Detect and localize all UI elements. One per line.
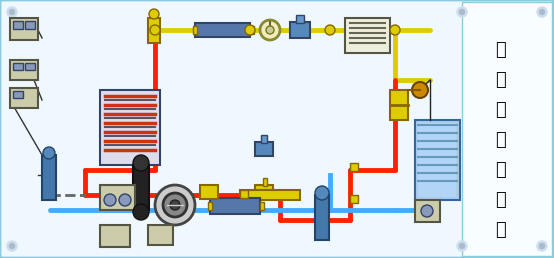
Bar <box>13 91 23 98</box>
Bar <box>208 202 212 210</box>
Bar <box>350 163 358 171</box>
Bar <box>390 90 408 120</box>
Text: 示: 示 <box>495 161 505 179</box>
Circle shape <box>7 241 17 251</box>
Bar <box>255 185 273 199</box>
Circle shape <box>325 25 335 35</box>
Circle shape <box>459 10 464 14</box>
Circle shape <box>163 193 187 217</box>
Bar <box>10 60 38 80</box>
Bar <box>195 23 250 37</box>
Circle shape <box>133 204 149 220</box>
Bar <box>418 123 456 197</box>
Bar <box>200 185 218 199</box>
Bar <box>415 200 440 222</box>
Circle shape <box>537 241 547 251</box>
Circle shape <box>412 82 428 98</box>
Text: 统: 统 <box>495 131 505 149</box>
Bar <box>345 18 390 53</box>
Bar <box>240 190 248 198</box>
Bar <box>10 18 38 40</box>
Circle shape <box>9 244 14 248</box>
Bar <box>42 155 56 200</box>
Circle shape <box>150 25 160 35</box>
Text: 冷: 冷 <box>495 71 505 89</box>
Circle shape <box>266 26 274 34</box>
Circle shape <box>421 205 433 217</box>
Bar <box>240 190 300 200</box>
Bar <box>13 63 23 70</box>
Circle shape <box>457 7 467 17</box>
Bar <box>296 15 304 23</box>
Text: 系: 系 <box>495 101 505 119</box>
Bar <box>315 195 329 240</box>
Bar <box>462 2 552 256</box>
Bar <box>25 63 35 70</box>
Circle shape <box>43 147 55 159</box>
Bar <box>350 195 358 203</box>
Bar <box>210 198 260 214</box>
Bar <box>261 135 267 143</box>
Bar <box>263 178 267 186</box>
Bar <box>100 90 160 165</box>
Circle shape <box>245 25 255 35</box>
Bar <box>193 26 197 34</box>
Text: 意: 意 <box>495 191 505 209</box>
Bar <box>13 21 23 29</box>
Circle shape <box>7 7 17 17</box>
Circle shape <box>540 244 545 248</box>
Bar <box>250 26 254 34</box>
Circle shape <box>315 186 329 200</box>
Bar <box>133 165 149 210</box>
Circle shape <box>104 194 116 206</box>
Circle shape <box>540 10 545 14</box>
Circle shape <box>133 155 149 171</box>
Text: 图: 图 <box>495 221 505 239</box>
Circle shape <box>149 9 159 19</box>
Circle shape <box>457 241 467 251</box>
Bar <box>290 22 310 38</box>
Circle shape <box>170 200 180 210</box>
Bar <box>148 18 160 43</box>
Bar <box>100 225 130 247</box>
Bar <box>10 88 38 108</box>
Text: 制: 制 <box>495 41 505 59</box>
Bar <box>260 202 264 210</box>
Circle shape <box>9 10 14 14</box>
Bar <box>25 21 35 29</box>
Circle shape <box>537 7 547 17</box>
Bar <box>100 185 135 210</box>
Circle shape <box>260 20 280 40</box>
Bar <box>255 142 273 156</box>
Bar <box>415 120 460 200</box>
Circle shape <box>155 185 195 225</box>
Circle shape <box>390 25 400 35</box>
Circle shape <box>119 194 131 206</box>
Bar <box>148 225 173 245</box>
Circle shape <box>459 244 464 248</box>
